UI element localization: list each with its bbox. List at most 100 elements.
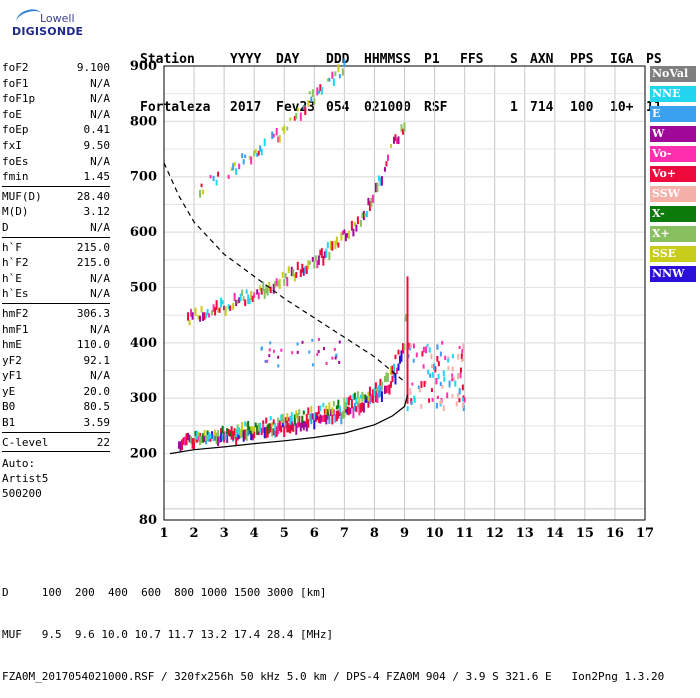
- echo-mark: [277, 422, 280, 435]
- echo-mark: [379, 378, 382, 386]
- param-name: fxI: [2, 138, 22, 152]
- echo-mark: [190, 436, 193, 444]
- sporadic-echo-mark: [277, 364, 280, 368]
- header-label-2: DAY: [276, 52, 300, 67]
- echo-mark: [262, 424, 265, 433]
- echo-mark: [244, 429, 247, 440]
- legend-entry-x: X-: [650, 206, 696, 222]
- echo-mark: [248, 426, 251, 435]
- y-tick-label: 80: [139, 513, 157, 528]
- echo-mark: [260, 427, 263, 435]
- echo-mark: [364, 394, 367, 400]
- echo-mark: [280, 414, 283, 422]
- spread-echo-mark: [462, 343, 465, 351]
- param-row: hmE 110.0: [2, 337, 110, 353]
- spread-echo-mark: [457, 353, 460, 360]
- spread-echo-mark: [451, 366, 454, 372]
- spread-echo-mark: [442, 370, 445, 377]
- ionogram-chart: 1 2 3 4 5 6 7 8 9 10 11 12 13 14 15 16 17802003004005006…: [130, 58, 654, 541]
- echo-mark: [389, 366, 392, 375]
- echo-mark: [305, 421, 308, 432]
- sporadic-echo-mark: [331, 356, 334, 360]
- echo-mark: [278, 278, 281, 289]
- echo-mark: [287, 423, 290, 433]
- echo-mark: [185, 433, 188, 446]
- echo-mark: [248, 297, 251, 305]
- echo-mark: [377, 389, 380, 398]
- spread-echo-mark: [410, 398, 413, 404]
- echo-mark: [341, 230, 344, 236]
- echo-mark: [227, 174, 230, 179]
- param-row: yF1 N/A: [2, 368, 110, 384]
- echo-mark: [241, 289, 244, 296]
- echo-mark: [361, 391, 364, 402]
- param-separator: [2, 431, 110, 433]
- echo-mark: [328, 251, 331, 261]
- param-name: hmF2: [2, 306, 29, 320]
- echo-mark: [263, 288, 266, 299]
- header-label-6: FFS: [460, 52, 484, 67]
- echo-mark: [322, 402, 325, 408]
- spread-echo-mark: [421, 351, 424, 357]
- echo-mark: [251, 429, 254, 441]
- echo-mark: [319, 414, 322, 424]
- echo-mark: [299, 269, 302, 277]
- echo-mark: [221, 300, 224, 305]
- echo-mark: [286, 413, 289, 421]
- echo-mark: [298, 415, 301, 427]
- param-name: foEs: [2, 154, 29, 168]
- echo-mark: [235, 168, 238, 175]
- param-name: yE: [2, 384, 16, 398]
- echo-mark: [247, 420, 250, 430]
- header-value-4: 021000: [364, 100, 411, 115]
- echo-mark: [352, 393, 355, 401]
- echo-mark: [200, 183, 203, 188]
- echo-mark: [392, 363, 395, 371]
- echo-mark: [290, 266, 293, 277]
- sporadic-echo-mark: [316, 352, 319, 356]
- echo-mark: [376, 392, 379, 403]
- echo-mark: [221, 425, 224, 434]
- echo-mark: [272, 283, 275, 294]
- param-name: MUF(D): [2, 189, 42, 203]
- spread-echo-mark: [451, 377, 454, 382]
- echo-mark: [405, 313, 408, 322]
- echo-mark: [379, 177, 382, 186]
- echo-mark: [334, 71, 337, 76]
- echo-mark: [278, 421, 281, 431]
- param-value: 215.0: [76, 256, 110, 270]
- param-row: MUF(D) 28.40: [2, 189, 110, 205]
- echo-mark: [295, 423, 298, 435]
- sporadic-echo-mark: [317, 337, 320, 341]
- echo-mark: [199, 189, 202, 198]
- echo-mark: [374, 390, 377, 403]
- echo-mark: [323, 414, 326, 423]
- echo-mark: [292, 423, 295, 432]
- echo-mark: [313, 260, 316, 269]
- echo-mark: [361, 212, 364, 219]
- footer-muf-line: MUF 9.5 9.6 10.0 10.7 11.7 13.2 17.4 28.…: [2, 628, 334, 641]
- echo-mark: [217, 435, 220, 447]
- sporadic-echo-mark: [334, 356, 337, 360]
- param-row: B1 3.59: [2, 415, 110, 431]
- spread-echo-mark: [454, 380, 457, 387]
- echo-mark: [350, 399, 353, 409]
- logo-text-lowell: Lowell: [40, 12, 75, 25]
- echo-mark: [218, 307, 221, 313]
- echo-mark: [241, 153, 244, 159]
- spread-echo-mark: [436, 344, 439, 350]
- echo-mark: [368, 392, 371, 405]
- echo-mark: [355, 224, 358, 232]
- echo-mark: [293, 414, 296, 425]
- param-name: foEp: [2, 123, 29, 137]
- spread-echo-mark: [425, 346, 428, 354]
- echo-mark: [259, 422, 262, 433]
- header-label-8: AXN: [530, 52, 554, 67]
- echo-mark: [236, 299, 239, 304]
- echo-mark: [250, 156, 253, 165]
- x-tick-label: 5: [280, 526, 289, 541]
- echo-mark: [299, 112, 302, 121]
- param-name: h`F2: [2, 256, 29, 270]
- echo-mark: [349, 395, 352, 401]
- param-row: D N/A: [2, 220, 110, 236]
